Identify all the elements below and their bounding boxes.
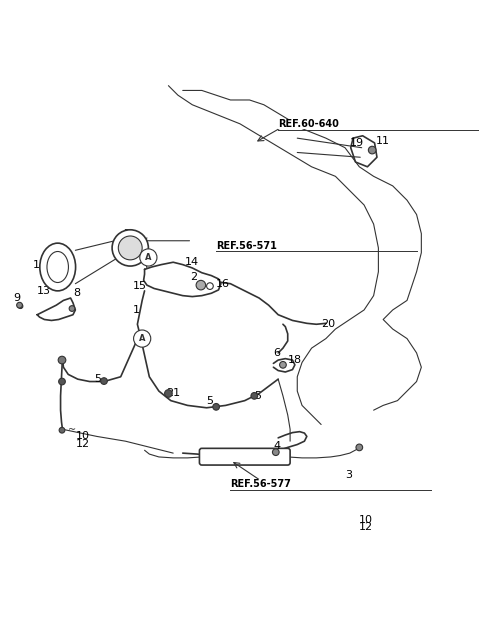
Circle shape: [17, 302, 23, 308]
Text: 15: 15: [132, 281, 146, 291]
Text: REF.56-571: REF.56-571: [216, 240, 277, 250]
Circle shape: [112, 230, 148, 266]
Text: 6: 6: [274, 348, 280, 358]
Circle shape: [118, 236, 142, 260]
Circle shape: [69, 305, 75, 311]
Circle shape: [368, 146, 376, 154]
Circle shape: [101, 378, 108, 385]
Text: 3: 3: [345, 470, 352, 480]
Circle shape: [196, 281, 205, 290]
Text: 21: 21: [166, 389, 180, 399]
Ellipse shape: [47, 252, 69, 282]
Text: 2: 2: [190, 272, 197, 282]
Text: A: A: [145, 253, 152, 262]
Circle shape: [165, 390, 172, 397]
Circle shape: [273, 449, 279, 456]
Text: 5: 5: [254, 391, 261, 401]
Text: 17: 17: [33, 259, 47, 270]
Ellipse shape: [40, 243, 75, 291]
Text: 12: 12: [75, 438, 89, 449]
Text: 19: 19: [350, 138, 364, 148]
Text: A: A: [139, 334, 145, 343]
FancyBboxPatch shape: [199, 449, 290, 465]
Text: 5: 5: [206, 396, 214, 406]
Text: ~: ~: [68, 425, 76, 435]
Text: 5: 5: [95, 374, 101, 384]
Text: 11: 11: [376, 135, 390, 146]
Text: 14: 14: [185, 258, 199, 267]
Circle shape: [58, 357, 66, 364]
Text: 8: 8: [73, 288, 80, 298]
Text: 10: 10: [360, 515, 373, 525]
Circle shape: [140, 249, 157, 266]
Circle shape: [59, 378, 65, 385]
Text: 10: 10: [75, 431, 89, 442]
Text: 4: 4: [274, 441, 280, 451]
Text: 7: 7: [123, 229, 130, 238]
Circle shape: [59, 427, 65, 433]
Text: 18: 18: [288, 355, 302, 365]
Text: 13: 13: [37, 286, 51, 296]
Circle shape: [280, 362, 286, 368]
Text: REF.56-577: REF.56-577: [230, 479, 291, 489]
Text: 12: 12: [360, 522, 373, 532]
Text: 16: 16: [216, 279, 230, 289]
Text: 20: 20: [321, 320, 335, 329]
Circle shape: [18, 304, 23, 309]
Circle shape: [251, 392, 258, 399]
Circle shape: [356, 444, 363, 450]
Circle shape: [206, 282, 213, 289]
Text: 9: 9: [13, 293, 21, 303]
Circle shape: [213, 403, 219, 410]
Text: 1: 1: [132, 305, 140, 315]
Text: REF.60-640: REF.60-640: [278, 119, 339, 129]
Circle shape: [133, 330, 151, 347]
